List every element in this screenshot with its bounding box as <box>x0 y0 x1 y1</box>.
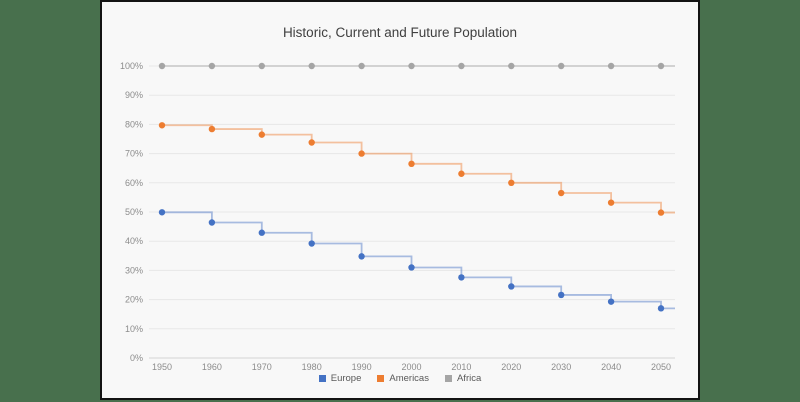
y-axis-tick-label: 10% <box>125 324 143 334</box>
series-americas-line <box>162 124 675 214</box>
legend-item-europe[interactable]: Europe <box>318 373 362 384</box>
marker-europe-2010[interactable] <box>458 274 465 281</box>
marker-africa-1980[interactable] <box>308 62 315 70</box>
marker-africa-1990[interactable] <box>358 62 365 70</box>
marker-europe-1970[interactable] <box>258 229 265 236</box>
marker-europe-1990[interactable] <box>358 253 365 260</box>
y-axis-tick-label: 20% <box>125 295 143 305</box>
marker-americas-1990[interactable] <box>358 150 365 157</box>
legend-label: Africa <box>456 373 482 384</box>
x-axis-tick-label: 2050 <box>651 362 671 372</box>
legend-label: Americas <box>389 373 429 384</box>
legend-item-americas[interactable]: Americas <box>377 373 429 384</box>
marker-africa-1970[interactable] <box>258 62 265 70</box>
legend-item-africa[interactable]: Africa <box>444 373 482 384</box>
legend-swatch-icon <box>377 375 385 382</box>
marker-americas-2030[interactable] <box>558 189 565 197</box>
legend-swatch-icon <box>444 375 452 382</box>
x-axis-tick-label: 1960 <box>202 362 222 372</box>
x-axis-tick-label: 1970 <box>252 362 272 372</box>
legend-swatch-icon <box>318 375 326 382</box>
x-axis-tick-label: 1950 <box>152 362 172 372</box>
marker-americas-1980[interactable] <box>308 139 315 146</box>
marker-africa-1950[interactable] <box>158 62 166 70</box>
marker-americas-2020[interactable] <box>508 179 515 186</box>
marker-africa-2010[interactable] <box>458 62 465 70</box>
chart-panel: Historic, Current and Future Population … <box>100 0 700 400</box>
x-axis-tick-label: 1990 <box>352 362 372 372</box>
marker-europe-1980[interactable] <box>308 240 315 247</box>
marker-americas-2040[interactable] <box>607 199 615 206</box>
step-line-chart: 0% 10% 20% 30% 40% 50% 60% 70% 80% 90% 100% 1950 196… <box>120 61 675 372</box>
legend-label: Europe <box>330 373 362 384</box>
marker-africa-2030[interactable] <box>558 62 565 70</box>
x-axis-tick-label: 2020 <box>501 362 521 372</box>
marker-europe-2020[interactable] <box>508 283 515 290</box>
marker-americas-2000[interactable] <box>408 160 415 168</box>
x-axis-tick-label: 2000 <box>401 362 421 372</box>
marker-americas-1950[interactable] <box>158 122 166 129</box>
marker-africa-2050[interactable] <box>657 62 665 70</box>
x-axis-tick-label: 2030 <box>551 362 571 372</box>
marker-europe-1960[interactable] <box>208 219 216 226</box>
marker-africa-2020[interactable] <box>508 62 515 70</box>
marker-europe-2030[interactable] <box>558 291 565 299</box>
y-axis-tick-label: 0% <box>130 353 143 363</box>
marker-africa-1960[interactable] <box>208 62 216 70</box>
x-axis-tick-label: 1980 <box>302 362 322 372</box>
x-axis-tick-label: 2010 <box>451 362 471 372</box>
marker-americas-1970[interactable] <box>258 131 265 138</box>
y-axis-tick-label: 40% <box>125 236 143 246</box>
chart-legend: Europe Americas Africa <box>102 373 698 384</box>
y-axis-tick-label: 90% <box>125 90 143 100</box>
marker-europe-2050[interactable] <box>657 305 665 312</box>
marker-europe-2000[interactable] <box>408 264 415 271</box>
chart-title: Historic, Current and Future Population <box>282 25 518 40</box>
y-axis-tick-label: 30% <box>125 265 143 275</box>
y-axis-tick-label: 70% <box>125 149 143 159</box>
marker-europe-1950[interactable] <box>158 209 166 216</box>
marker-americas-1960[interactable] <box>208 125 216 133</box>
x-axis-tick-label: 2040 <box>601 362 621 372</box>
marker-americas-2010[interactable] <box>458 170 465 177</box>
marker-europe-2040[interactable] <box>607 298 615 305</box>
marker-africa-2000[interactable] <box>408 62 415 70</box>
y-axis-tick-label: 100% <box>120 61 143 71</box>
y-axis-tick-label: 50% <box>125 207 143 217</box>
series-europe-line <box>162 211 675 310</box>
marker-africa-2040[interactable] <box>607 62 615 70</box>
marker-americas-2050[interactable] <box>657 209 665 216</box>
y-axis-tick-label: 60% <box>125 178 143 188</box>
y-axis-tick-label: 80% <box>125 119 143 129</box>
